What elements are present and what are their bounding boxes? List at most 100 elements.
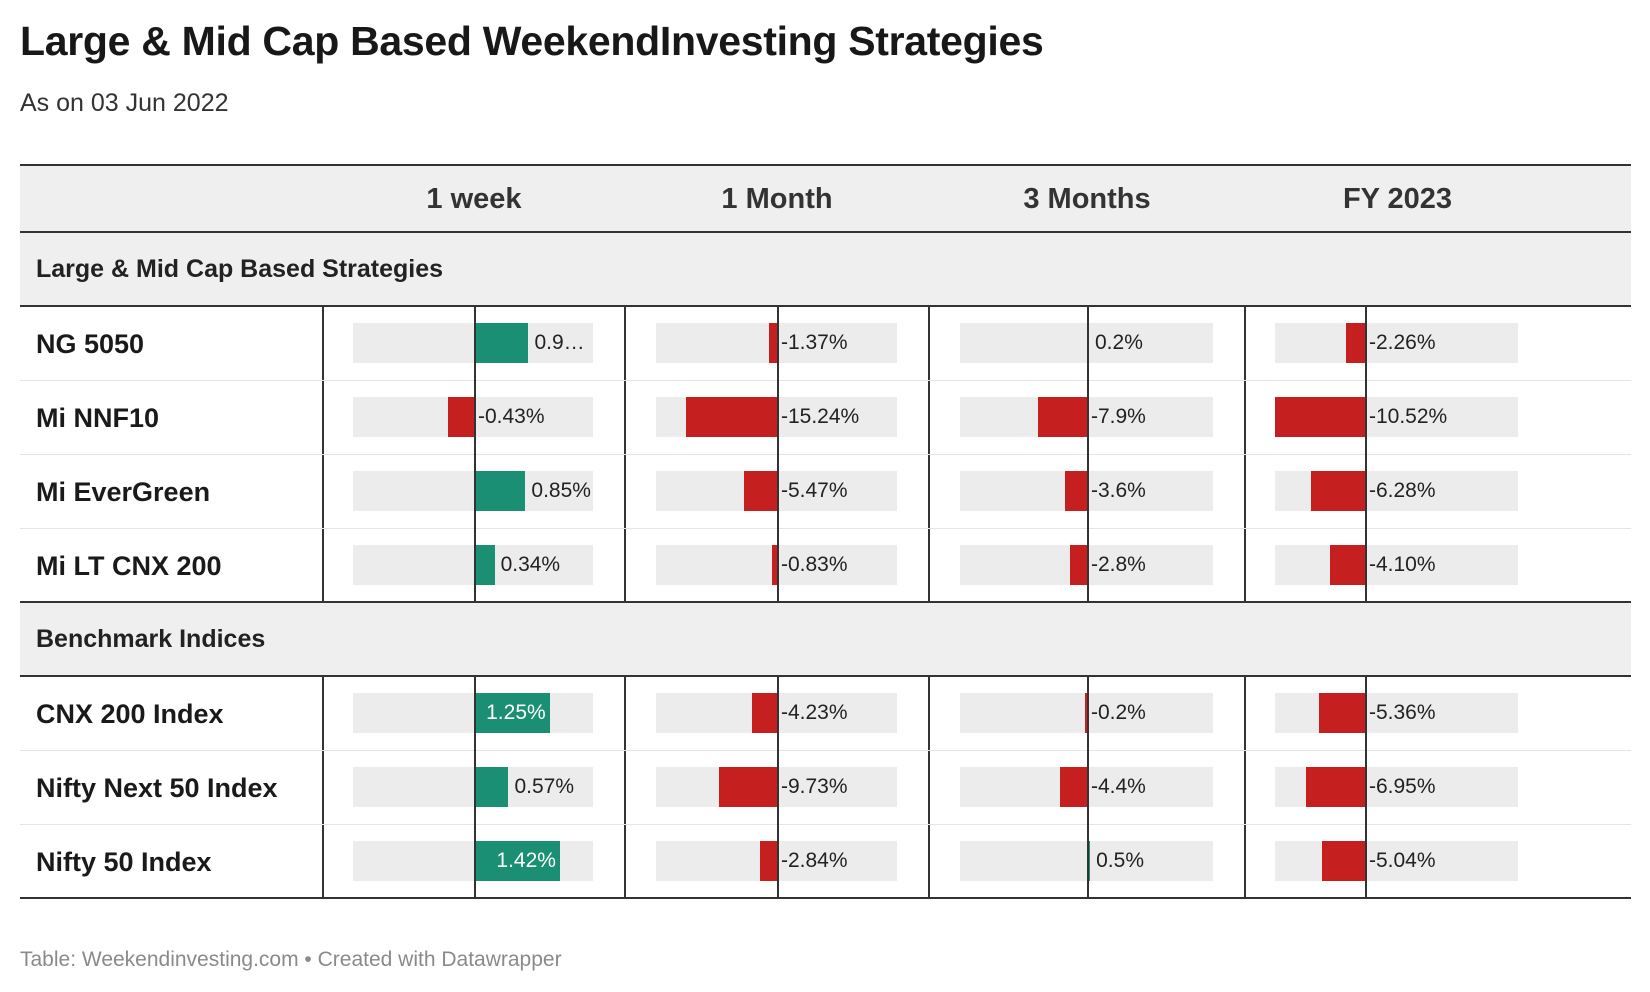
negative-bar [772,545,777,585]
value-label: -5.36% [1369,701,1436,724]
negative-bar [1311,471,1365,511]
group-header: Benchmark Indices [20,603,1631,677]
negative-bar [751,693,777,733]
zero-axis-line [474,751,476,825]
column-divider [624,677,626,750]
zero-axis-line [777,751,779,825]
bar-cell-fy-2023: -2.26% [1275,307,1518,381]
zero-axis-line [474,381,476,455]
group-header-label: Benchmark Indices [36,625,266,653]
bar-cell-fy-2023: -10.52% [1275,381,1518,455]
bar-cell-1-week: 0.34% [353,529,593,603]
negative-bar [1085,693,1087,733]
chart-title: Large & Mid Cap Based WeekendInvesting S… [20,18,1044,64]
zero-axis-line [777,529,779,603]
bar-cell-fy-2023: -5.04% [1275,825,1518,899]
column-header-row: 1 week 1 Month 3 Months FY 2023 [20,164,1631,233]
value-label: -5.04% [1369,849,1436,872]
value-label: -15.24% [781,405,860,428]
value-label: -2.26% [1369,331,1436,354]
value-label: -3.6% [1091,479,1146,502]
zero-axis-line [777,381,779,455]
positive-bar [474,767,509,807]
bar-track [353,471,593,511]
column-divider [1244,825,1246,897]
value-label: 1.42% [496,849,556,872]
value-label: -7.9% [1091,405,1146,428]
positive-bar [474,323,529,363]
results-table: 1 week 1 Month 3 Months FY 2023 Large & … [20,164,1631,899]
column-divider [624,455,626,528]
positive-bar [474,545,495,585]
bar-cell-fy-2023: -6.28% [1275,455,1518,529]
zero-axis-line [1365,825,1367,899]
negative-bar [1069,545,1087,585]
bar-cell-1-month: -15.24% [656,381,897,455]
bar-cell-1-week: 0.9… [353,307,593,381]
zero-axis-line [777,825,779,899]
zero-axis-line [474,529,476,603]
bar-cell-1-month: -9.73% [656,751,897,825]
group-header-label: Large & Mid Cap Based Strategies [36,255,444,283]
column-divider [624,529,626,601]
bar-track [960,323,1213,363]
chart-subtitle: As on 03 Jun 2022 [20,89,229,117]
value-label: 0.85% [531,479,591,502]
row-name: CNX 200 Index [36,699,224,729]
zero-axis-line [777,455,779,529]
value-label: -4.23% [781,701,848,724]
zero-axis-line [1365,381,1367,455]
negative-bar [760,841,777,881]
table-row: Mi EverGreen 0.85% -5.47% -3.6% -6.28% [20,455,1631,529]
zero-axis-line [777,677,779,751]
value-label: -2.84% [781,849,848,872]
bar-cell-1-month: -1.37% [656,307,897,381]
value-label: -6.95% [1369,775,1436,798]
value-label: -5.47% [781,479,848,502]
column-divider [322,307,324,380]
column-header-3-months: 3 Months [1023,183,1151,215]
bar-cell-1-week: 0.85% [353,455,593,529]
bar-cell-3-months: -7.9% [960,381,1213,455]
table-row: CNX 200 Index 1.25% -4.23% -0.2% -5.36% [20,677,1631,751]
negative-bar [1275,397,1365,437]
bar-cell-3-months: 0.5% [960,825,1213,899]
zero-axis-line [1087,381,1089,455]
bar-cell-3-months: 0.2% [960,307,1213,381]
bar-cell-1-month: -2.84% [656,825,897,899]
column-divider [322,381,324,454]
negative-bar [719,767,777,807]
column-divider [624,307,626,380]
value-label: -0.43% [478,405,545,428]
zero-axis-line [1365,751,1367,825]
column-divider [928,825,930,897]
bar-cell-1-month: -4.23% [656,677,897,751]
zero-axis-line [474,307,476,381]
positive-bar [1087,841,1091,881]
bar-track [1275,693,1518,733]
column-divider [928,751,930,824]
value-label: 0.57% [514,775,575,798]
value-label: 0.2% [1095,331,1143,354]
value-label: -4.4% [1091,775,1146,798]
row-name: Mi LT CNX 200 [36,551,222,581]
negative-bar [768,323,777,363]
column-divider [1244,751,1246,824]
zero-axis-line [1365,455,1367,529]
row-name: Nifty 50 Index [36,847,212,877]
value-label: -2.8% [1091,553,1146,576]
column-divider [1244,381,1246,454]
bar-cell-1-week: 0.57% [353,751,593,825]
bar-track [353,767,593,807]
footer-credit: Table: Weekendinvesting.com • Created wi… [20,948,562,971]
negative-bar [447,397,474,437]
bar-track [1275,545,1518,585]
negative-bar [1319,693,1365,733]
bar-cell-1-month: -5.47% [656,455,897,529]
table-row: Nifty Next 50 Index 0.57% -9.73% -4.4% -6.95… [20,751,1631,825]
bar-track [353,545,593,585]
value-label: -0.2% [1091,701,1146,724]
value-label: 0.9… [534,331,585,354]
zero-axis-line [1087,751,1089,825]
column-divider [322,677,324,750]
